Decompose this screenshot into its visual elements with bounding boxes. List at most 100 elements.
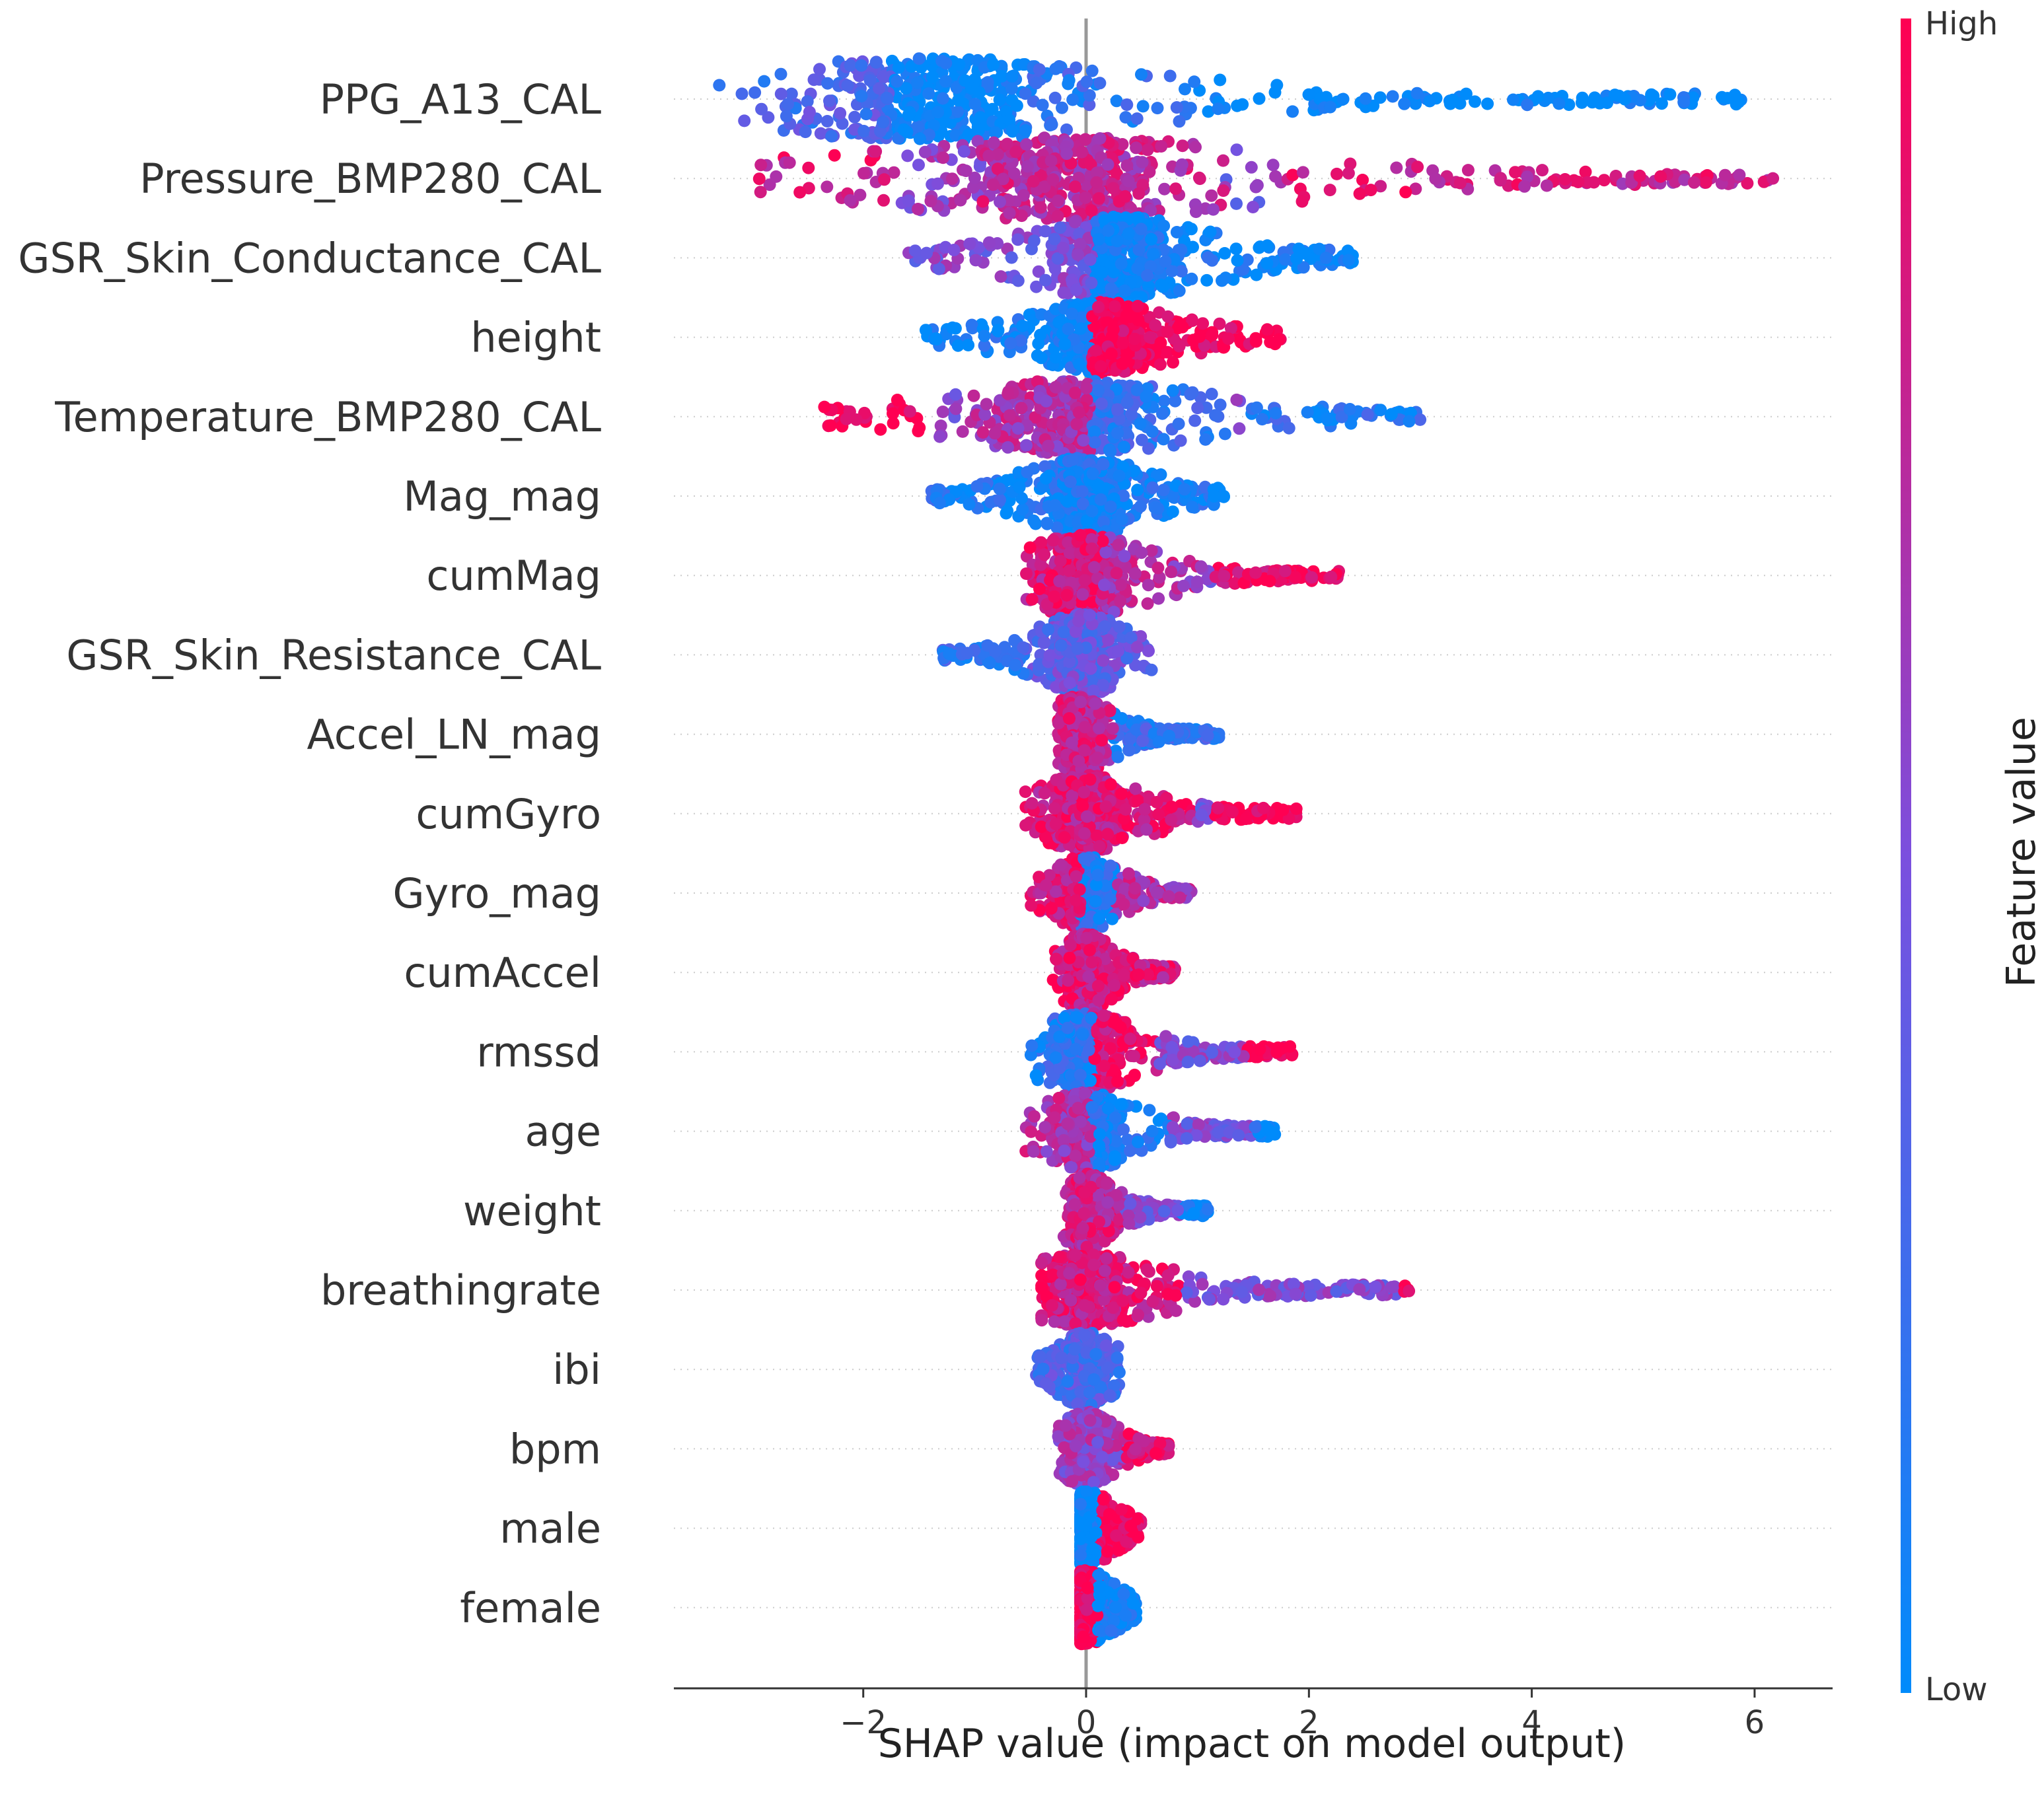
shap-point xyxy=(1320,252,1332,264)
shap-point xyxy=(937,151,949,164)
shap-point xyxy=(1066,94,1079,106)
shap-point xyxy=(1027,175,1040,188)
feature-label: weight xyxy=(463,1187,601,1235)
shap-point xyxy=(1024,542,1037,554)
shap-point xyxy=(1135,546,1148,559)
shap-point xyxy=(994,483,1006,495)
shap-point xyxy=(1142,579,1155,591)
shap-point xyxy=(937,92,949,105)
shap-point xyxy=(930,332,942,345)
shap-point xyxy=(1079,192,1092,204)
shap-point xyxy=(1046,118,1058,131)
shap-point xyxy=(1131,484,1144,496)
shap-point xyxy=(931,178,944,190)
shap-point xyxy=(1225,322,1237,334)
shap-point xyxy=(933,431,946,443)
shap-point xyxy=(1414,413,1426,426)
shap-point xyxy=(1460,88,1473,100)
shap-point xyxy=(1208,490,1220,503)
shap-point xyxy=(1700,176,1712,189)
shap-point xyxy=(1136,735,1149,747)
shap-point xyxy=(1173,417,1185,430)
shap-point xyxy=(1085,542,1098,555)
shap-point xyxy=(748,87,761,99)
shap-point xyxy=(1154,358,1167,371)
shap-point xyxy=(1116,513,1128,526)
feature-labels: PPG_A13_CALPressure_BMP280_CALGSR_Skin_C… xyxy=(18,75,601,1632)
shap-point xyxy=(1085,663,1097,675)
shap-point xyxy=(1049,63,1062,75)
shap-point xyxy=(1048,233,1061,245)
shap-point xyxy=(1137,100,1150,112)
shap-point xyxy=(753,172,766,185)
shap-point xyxy=(978,330,991,342)
shap-point xyxy=(869,145,882,158)
shap-point xyxy=(1173,115,1186,127)
shap-point xyxy=(1002,441,1014,454)
shap-point xyxy=(842,79,854,92)
shap-point xyxy=(1222,332,1235,345)
shap-point xyxy=(1017,189,1030,201)
shap-point xyxy=(1040,395,1052,408)
shap-point xyxy=(1233,422,1245,435)
shap-point xyxy=(1261,323,1274,336)
feature-label: age xyxy=(525,1108,602,1156)
shap-point xyxy=(1061,495,1074,508)
shap-point xyxy=(1325,571,1337,583)
shap-point xyxy=(1104,445,1116,458)
shap-point xyxy=(1212,102,1224,115)
shap-point xyxy=(1481,98,1494,110)
shap-point xyxy=(815,127,827,140)
shap-point xyxy=(1096,266,1109,279)
shap-point xyxy=(1026,593,1039,606)
shap-point xyxy=(1004,410,1016,422)
shap-point xyxy=(1206,254,1218,267)
shap-point xyxy=(1113,470,1126,482)
shap-point xyxy=(1161,326,1174,338)
shap-point xyxy=(1093,722,1105,735)
shap-point xyxy=(834,107,846,120)
shap-point xyxy=(770,170,782,183)
shap-point xyxy=(1077,434,1089,447)
shap-point xyxy=(1264,575,1276,587)
shap-point xyxy=(1142,645,1155,657)
shap-point xyxy=(1231,254,1244,267)
shap-point xyxy=(1075,322,1087,335)
shap-point xyxy=(1169,182,1182,195)
shap-point xyxy=(881,92,893,104)
shap-point xyxy=(1107,722,1119,735)
shap-point xyxy=(1049,499,1062,512)
shap-point xyxy=(1105,348,1118,361)
shap-point xyxy=(1132,314,1144,326)
shap-point xyxy=(877,116,889,128)
shap-point xyxy=(1231,143,1243,156)
shap-point xyxy=(1286,105,1299,118)
shap-point xyxy=(844,194,856,207)
shap-point xyxy=(1020,439,1033,452)
shap-point xyxy=(1076,588,1089,600)
feature-label: Pressure_BMP280_CAL xyxy=(139,155,601,203)
shap-point xyxy=(1214,74,1226,87)
shap-point xyxy=(1072,643,1084,655)
shap-point xyxy=(911,120,924,133)
shap-point xyxy=(994,493,1006,506)
shap-point xyxy=(946,322,959,334)
shap-point xyxy=(994,196,1006,208)
shap-point xyxy=(1062,323,1074,336)
shap-point xyxy=(1005,70,1018,83)
shap-point xyxy=(1120,111,1132,124)
shap-point xyxy=(1084,254,1097,266)
shap-point xyxy=(1020,138,1033,151)
shap-point xyxy=(1005,94,1018,106)
shap-point xyxy=(821,180,833,193)
shap-point xyxy=(1038,637,1050,649)
shap-point xyxy=(1095,734,1108,746)
shap-point xyxy=(713,79,725,92)
shap-point xyxy=(836,118,849,130)
shap-point xyxy=(1362,408,1374,421)
shap-point xyxy=(1132,300,1144,312)
shap-point xyxy=(1270,407,1282,419)
shap-point xyxy=(1092,301,1105,313)
shap-point xyxy=(754,159,767,171)
